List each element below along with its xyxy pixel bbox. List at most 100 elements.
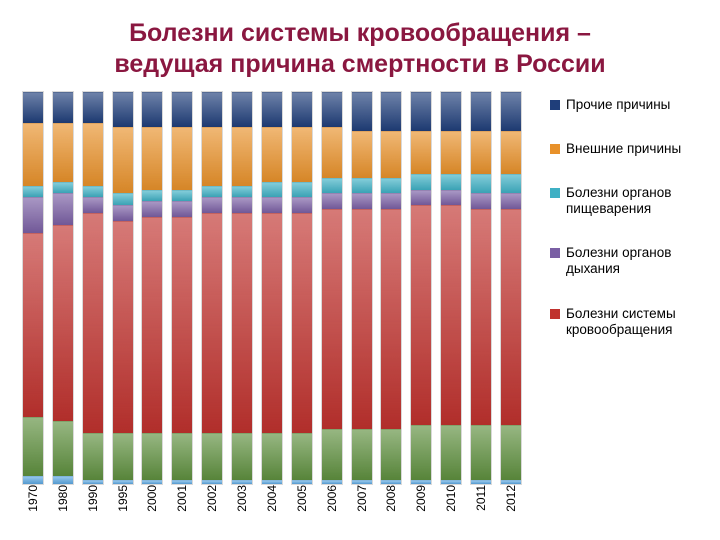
seg-external	[53, 123, 73, 182]
x-label: 2003	[235, 485, 249, 512]
seg-circulatory	[381, 209, 401, 429]
seg-circulatory	[501, 209, 521, 425]
seg-neoplasms	[232, 433, 252, 480]
seg-external	[202, 127, 222, 186]
legend-swatch-circulatory	[550, 309, 560, 319]
x-label: 1990	[86, 485, 100, 512]
seg-infectious	[322, 480, 342, 484]
seg-neoplasms	[381, 429, 401, 480]
chart-plot: 1970198019901995200020012002200320042005…	[12, 91, 532, 521]
seg-external	[381, 131, 401, 178]
seg-infectious	[113, 480, 133, 484]
bar-slot	[496, 91, 526, 485]
seg-infectious	[352, 480, 372, 484]
bar-2007	[351, 91, 373, 485]
seg-external	[471, 131, 491, 174]
bar-2005	[291, 91, 313, 485]
seg-infectious	[232, 480, 252, 484]
x-label: 2006	[325, 485, 339, 512]
x-label-slot: 2000	[138, 485, 168, 521]
seg-circulatory	[202, 213, 222, 433]
seg-infectious	[172, 480, 192, 484]
bar-slot	[138, 91, 168, 485]
seg-other	[83, 92, 103, 123]
seg-digestive	[292, 182, 312, 198]
bar-slot	[78, 91, 108, 485]
bar-2008	[380, 91, 402, 485]
legend-item-other: Прочие причины	[550, 97, 708, 113]
seg-other	[441, 92, 461, 131]
x-axis: 1970198019901995200020012002200320042005…	[18, 485, 526, 521]
seg-respiratory	[23, 197, 43, 232]
seg-neoplasms	[172, 433, 192, 480]
legend-item-respiratory: Болезни органов дыхания	[550, 245, 708, 277]
seg-circulatory	[23, 233, 43, 417]
x-label: 2010	[444, 485, 458, 512]
seg-digestive	[113, 193, 133, 205]
bar-1980	[52, 91, 74, 485]
chart-title: Болезни системы кровообращения – ведущая…	[12, 18, 708, 81]
bar-2010	[440, 91, 462, 485]
seg-external	[322, 127, 342, 178]
seg-other	[411, 92, 431, 131]
seg-respiratory	[501, 193, 521, 209]
bar-slot	[347, 91, 377, 485]
x-label: 1995	[116, 485, 130, 512]
legend-swatch-external	[550, 144, 560, 154]
seg-circulatory	[142, 217, 162, 433]
seg-digestive	[471, 174, 491, 194]
x-label-slot: 2003	[227, 485, 257, 521]
x-label-slot: 1970	[18, 485, 48, 521]
bar-slot	[466, 91, 496, 485]
seg-infectious	[501, 480, 521, 484]
seg-neoplasms	[292, 433, 312, 480]
x-label: 2009	[414, 485, 428, 512]
legend-swatch-other	[550, 100, 560, 110]
seg-neoplasms	[83, 433, 103, 480]
seg-digestive	[83, 186, 103, 198]
seg-infectious	[202, 480, 222, 484]
seg-circulatory	[262, 213, 282, 433]
bar-slot	[197, 91, 227, 485]
legend-label-external: Внешние причины	[566, 141, 681, 157]
bar-slot	[257, 91, 287, 485]
x-label: 2011	[474, 485, 488, 511]
bar-2012	[500, 91, 522, 485]
seg-circulatory	[232, 213, 252, 433]
x-label-slot: 2004	[257, 485, 287, 521]
seg-digestive	[53, 182, 73, 194]
seg-other	[113, 92, 133, 127]
seg-neoplasms	[113, 433, 133, 480]
seg-circulatory	[172, 217, 192, 433]
x-label: 2007	[355, 485, 369, 512]
legend-label-digestive: Болезни органов пищеварения	[566, 185, 708, 217]
seg-external	[292, 127, 312, 182]
x-label-slot: 2009	[406, 485, 436, 521]
seg-respiratory	[202, 197, 222, 213]
x-label: 1980	[56, 485, 70, 512]
seg-infectious	[262, 480, 282, 484]
seg-infectious	[23, 476, 43, 484]
seg-neoplasms	[23, 417, 43, 476]
seg-neoplasms	[53, 421, 73, 476]
seg-other	[23, 92, 43, 123]
legend-label-other: Прочие причины	[566, 97, 670, 113]
seg-external	[113, 127, 133, 194]
seg-respiratory	[381, 193, 401, 209]
seg-other	[53, 92, 73, 123]
bar-slot	[48, 91, 78, 485]
x-label: 2004	[265, 485, 279, 512]
seg-circulatory	[292, 213, 312, 433]
seg-digestive	[411, 174, 431, 190]
seg-neoplasms	[352, 429, 372, 480]
page: Болезни системы кровообращения – ведущая…	[0, 0, 720, 540]
seg-external	[23, 123, 43, 186]
x-label-slot: 2005	[287, 485, 317, 521]
seg-infectious	[411, 480, 431, 484]
seg-external	[262, 127, 282, 182]
seg-respiratory	[142, 201, 162, 217]
seg-neoplasms	[322, 429, 342, 480]
legend-item-external: Внешние причины	[550, 141, 708, 157]
seg-digestive	[232, 186, 252, 198]
seg-respiratory	[172, 201, 192, 217]
